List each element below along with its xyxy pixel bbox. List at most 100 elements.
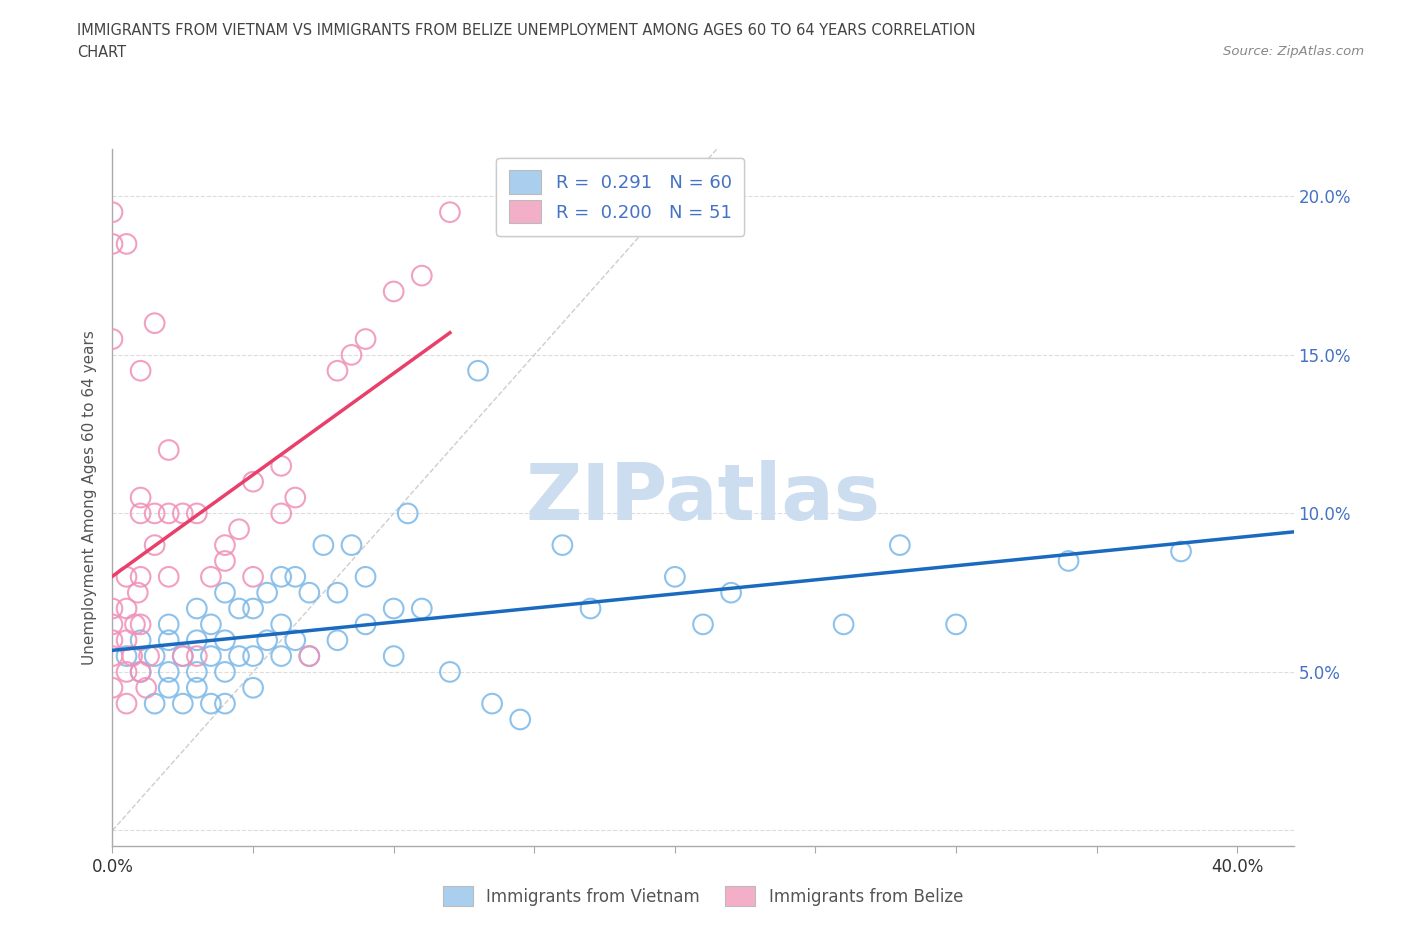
Point (579, 601, 602, 616)
Point (945, 617, 967, 631)
Point (172, 648, 194, 663)
Point (115, 601, 138, 616)
Point (186, 648, 208, 663)
Point (340, 348, 363, 363)
Point (172, 648, 194, 663)
Point (157, 617, 180, 631)
Point (143, 506, 166, 521)
Point (101, 236, 124, 251)
Point (214, 585, 236, 600)
Point (382, 601, 405, 616)
Point (439, 664, 461, 679)
Point (124, 617, 146, 631)
Point (101, 648, 124, 663)
Point (129, 664, 152, 679)
Point (127, 585, 149, 600)
Point (298, 585, 321, 600)
Point (186, 681, 208, 696)
Point (101, 601, 124, 616)
Point (242, 474, 264, 489)
Point (115, 664, 138, 679)
Point (326, 585, 349, 600)
Point (242, 648, 264, 663)
Point (129, 490, 152, 505)
Point (242, 569, 264, 584)
Point (228, 648, 250, 663)
Point (214, 697, 236, 711)
Point (214, 553, 236, 568)
Point (129, 632, 152, 647)
Point (214, 632, 236, 647)
Point (115, 697, 138, 711)
Point (115, 236, 138, 251)
Point (129, 664, 152, 679)
Point (157, 681, 180, 696)
Point (889, 538, 911, 552)
Point (439, 205, 461, 219)
Point (354, 569, 377, 584)
Point (298, 648, 321, 663)
Text: ZIPatlas: ZIPatlas (526, 459, 880, 536)
Point (509, 712, 531, 727)
Text: CHART: CHART (77, 45, 127, 60)
Point (382, 648, 405, 663)
Point (143, 697, 166, 711)
Point (298, 648, 321, 663)
Point (129, 617, 152, 631)
Point (270, 506, 292, 521)
Point (200, 617, 222, 631)
Point (382, 284, 405, 299)
Point (214, 664, 236, 679)
Point (143, 648, 166, 663)
Point (214, 538, 236, 552)
Point (115, 569, 138, 584)
Point (270, 617, 292, 631)
Point (551, 538, 574, 552)
Point (101, 205, 124, 219)
Legend: Immigrants from Vietnam, Immigrants from Belize: Immigrants from Vietnam, Immigrants from… (436, 880, 970, 912)
Point (326, 632, 349, 647)
Point (157, 569, 180, 584)
Point (396, 506, 419, 521)
Point (354, 617, 377, 631)
Text: Source: ZipAtlas.com: Source: ZipAtlas.com (1223, 45, 1364, 58)
Point (692, 617, 714, 631)
Y-axis label: Unemployment Among Ages 60 to 64 years: Unemployment Among Ages 60 to 64 years (82, 330, 97, 665)
Point (256, 632, 278, 647)
Point (186, 506, 208, 521)
Point (129, 506, 152, 521)
Point (1057, 553, 1080, 568)
Point (200, 648, 222, 663)
Point (411, 601, 433, 616)
Point (101, 681, 124, 696)
Point (143, 538, 166, 552)
Point (411, 268, 433, 283)
Point (1170, 544, 1192, 559)
Point (270, 648, 292, 663)
Point (186, 632, 208, 647)
Point (467, 364, 489, 379)
Point (129, 364, 152, 379)
Point (326, 364, 349, 379)
Point (270, 569, 292, 584)
Point (157, 506, 180, 521)
Point (172, 506, 194, 521)
Point (228, 601, 250, 616)
Point (312, 538, 335, 552)
Point (121, 648, 143, 663)
Text: IMMIGRANTS FROM VIETNAM VS IMMIGRANTS FROM BELIZE UNEMPLOYMENT AMONG AGES 60 TO : IMMIGRANTS FROM VIETNAM VS IMMIGRANTS FR… (77, 23, 976, 38)
Point (186, 664, 208, 679)
Point (172, 697, 194, 711)
Point (157, 443, 180, 458)
Point (832, 617, 855, 631)
Point (354, 332, 377, 347)
Point (242, 681, 264, 696)
Point (200, 569, 222, 584)
Point (720, 585, 742, 600)
Point (115, 632, 138, 647)
Point (481, 697, 503, 711)
Legend: R =  0.291   N = 60, R =  0.200   N = 51: R = 0.291 N = 60, R = 0.200 N = 51 (496, 158, 744, 236)
Point (242, 601, 264, 616)
Point (138, 648, 160, 663)
Point (157, 632, 180, 647)
